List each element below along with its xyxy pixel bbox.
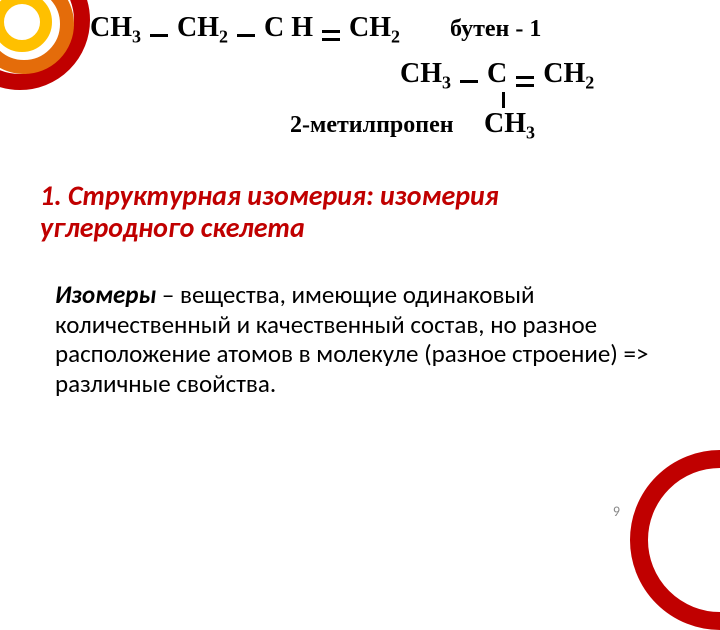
term: Изомеры: [55, 279, 156, 310]
chem-sub: 3: [132, 27, 141, 47]
formula-methylpropene: CH3 C CH2: [400, 58, 594, 94]
chem-group: C: [487, 58, 507, 89]
chem-group: CH: [177, 12, 219, 43]
corner-ring-yellow: [0, 0, 52, 52]
formula2-label: 2-метилпропен: [290, 112, 454, 139]
corner-ring-orange: [0, 0, 74, 74]
formula-butene: CH3 CH2 C H CH2: [90, 12, 400, 48]
chem-sub: 2: [585, 73, 594, 93]
chem-sub: 3: [526, 123, 535, 143]
corner-ring-br: [630, 450, 720, 630]
formula-branch: CH3: [484, 108, 535, 144]
chem-group: CH: [484, 108, 526, 139]
formula-area: CH3 CH2 C H CH2 бутен - 1 CH3 C CH2 CH3 …: [90, 12, 660, 162]
page-number: 9: [613, 503, 620, 520]
heading-line2: углеродного скелета: [40, 210, 305, 245]
corner-ring-red: [0, 0, 90, 90]
chem-group: CH: [349, 12, 391, 43]
chem-group: C H: [264, 12, 313, 43]
chem-group: CH: [400, 58, 442, 89]
heading-line1: 1. Структурная изомерия: изомерия: [40, 178, 499, 213]
body-paragraph: Изомеры – вещества, имеющие одинаковый к…: [55, 280, 665, 398]
chem-sub: 2: [219, 27, 228, 47]
formula1-label: бутен - 1: [450, 16, 541, 43]
chem-sub: 2: [391, 27, 400, 47]
chem-sub: 3: [442, 73, 451, 93]
bond-vertical: [502, 92, 505, 108]
section-heading: 1. Структурная изомерия: изомерия углеро…: [40, 180, 680, 244]
chem-group: CH: [543, 58, 585, 89]
chem-group: CH: [90, 12, 132, 43]
